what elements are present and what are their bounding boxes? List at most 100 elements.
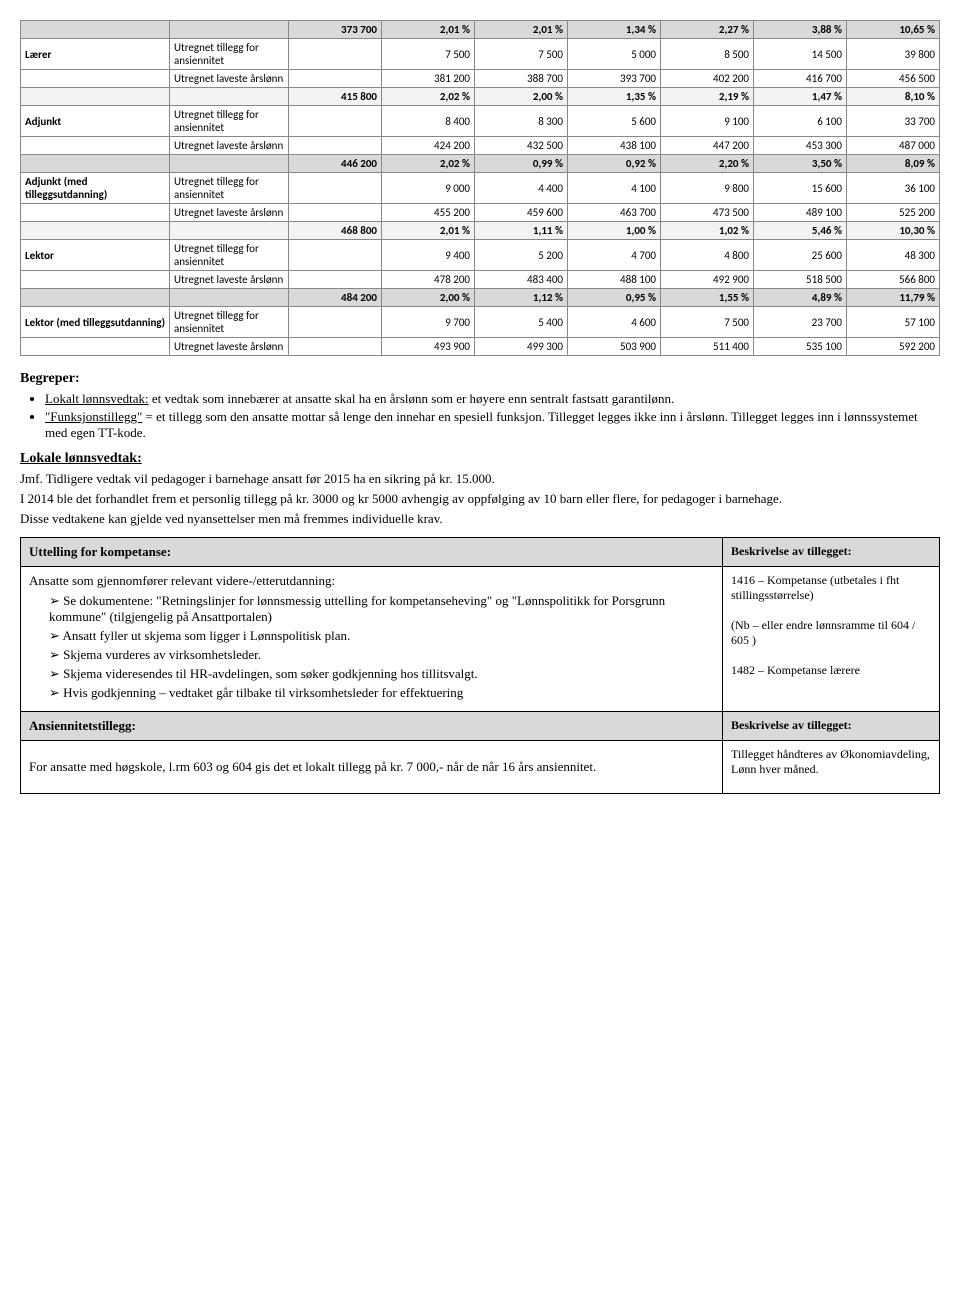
header-cell: 1,35 % [568, 88, 661, 106]
value-cell: 7 500 [661, 307, 754, 338]
comp-body1-list: Se dokumentene: "Retningslinjer for lønn… [49, 593, 714, 701]
value-cell: 381 200 [382, 70, 475, 88]
value-cell [289, 307, 382, 338]
value-cell: 5 000 [568, 39, 661, 70]
row-desc: Utregnet tillegg for ansiennitet [170, 106, 289, 137]
header-cell: 1,11 % [475, 222, 568, 240]
header-cell: 0,92 % [568, 155, 661, 173]
value-cell: 499 300 [475, 338, 568, 356]
value-cell: 48 300 [847, 240, 940, 271]
value-cell: 4 600 [568, 307, 661, 338]
category-label [21, 70, 170, 88]
header-cell: 4,89 % [754, 289, 847, 307]
value-cell: 432 500 [475, 137, 568, 155]
value-cell: 438 100 [568, 137, 661, 155]
category-label [21, 137, 170, 155]
header-cell: 2,00 % [382, 289, 475, 307]
comp-body1r: 1416 – Kompetanse (utbetales i fht still… [723, 567, 940, 712]
comp-body1: Ansatte som gjennomfører relevant videre… [21, 567, 723, 712]
value-cell: 402 200 [661, 70, 754, 88]
comp-list-item: Hvis godkjenning – vedtaket går tilbake … [49, 685, 714, 701]
value-cell: 483 400 [475, 271, 568, 289]
header-cell: 2,02 % [382, 88, 475, 106]
value-cell: 487 000 [847, 137, 940, 155]
value-cell: 511 400 [661, 338, 754, 356]
value-cell: 503 900 [568, 338, 661, 356]
comp-head1r: Beskrivelse av tillegget: [723, 538, 940, 567]
value-cell: 456 500 [847, 70, 940, 88]
comp-list-item: Skjema videresendes til HR-avdelingen, s… [49, 666, 714, 682]
value-cell: 473 500 [661, 204, 754, 222]
header-cell: 415 800 [289, 88, 382, 106]
value-cell: 493 900 [382, 338, 475, 356]
category-label: Lektor (med tilleggsutdanning) [21, 307, 170, 338]
row-desc: Utregnet laveste årslønn [170, 338, 289, 356]
comp-list-item: Ansatt fyller ut skjema som ligger i Løn… [49, 628, 714, 644]
header-cell [170, 155, 289, 173]
header-cell: 1,34 % [568, 21, 661, 39]
header-cell: 10,65 % [847, 21, 940, 39]
header-cell: 3,50 % [754, 155, 847, 173]
header-cell: 1,12 % [475, 289, 568, 307]
header-cell [170, 21, 289, 39]
value-cell: 388 700 [475, 70, 568, 88]
header-cell: 2,27 % [661, 21, 754, 39]
lokale-p1: Jmf. Tidligere vedtak vil pedagoger i ba… [20, 471, 940, 487]
value-cell [289, 137, 382, 155]
lokale-title: Lokale lønnsvedtak: [20, 451, 940, 467]
value-cell: 9 700 [382, 307, 475, 338]
begreper-item-0: Lokalt lønnsvedtak: et vedtak som innebæ… [45, 391, 940, 407]
header-cell: 468 800 [289, 222, 382, 240]
header-cell [170, 289, 289, 307]
value-cell: 25 600 [754, 240, 847, 271]
category-label: Adjunkt (med tilleggsutdanning) [21, 173, 170, 204]
begreper-title: Begreper: [20, 371, 940, 387]
value-cell: 6 100 [754, 106, 847, 137]
value-cell: 447 200 [661, 137, 754, 155]
category-label: Adjunkt [21, 106, 170, 137]
category-cell [21, 289, 170, 307]
value-cell [289, 240, 382, 271]
category-label: Lærer [21, 39, 170, 70]
value-cell: 4 800 [661, 240, 754, 271]
value-cell: 455 200 [382, 204, 475, 222]
row-desc: Utregnet tillegg for ansiennitet [170, 307, 289, 338]
header-cell: 1,47 % [754, 88, 847, 106]
header-cell: 5,46 % [754, 222, 847, 240]
header-cell: 8,09 % [847, 155, 940, 173]
header-cell: 446 200 [289, 155, 382, 173]
begreper-item-1: "Funksjonstillegg" = et tillegg som den … [45, 409, 940, 441]
header-cell: 1,02 % [661, 222, 754, 240]
comp-body1-intro: Ansatte som gjennomfører relevant videre… [29, 573, 335, 588]
value-cell: 4 700 [568, 240, 661, 271]
header-cell: 1,00 % [568, 222, 661, 240]
category-cell [21, 222, 170, 240]
value-cell: 9 100 [661, 106, 754, 137]
value-cell: 518 500 [754, 271, 847, 289]
row-desc: Utregnet laveste årslønn [170, 204, 289, 222]
value-cell [289, 271, 382, 289]
header-cell: 2,19 % [661, 88, 754, 106]
row-desc: Utregnet laveste årslønn [170, 271, 289, 289]
header-cell [170, 88, 289, 106]
category-label [21, 204, 170, 222]
category-label [21, 338, 170, 356]
value-cell: 489 100 [754, 204, 847, 222]
value-cell: 4 400 [475, 173, 568, 204]
row-desc: Utregnet tillegg for ansiennitet [170, 39, 289, 70]
row-desc: Utregnet laveste årslønn [170, 137, 289, 155]
value-cell: 9 800 [661, 173, 754, 204]
comp-list-item: Skjema vurderes av virksomhetsleder. [49, 647, 714, 663]
header-cell: 2,00 % [475, 88, 568, 106]
value-cell: 14 500 [754, 39, 847, 70]
value-cell: 478 200 [382, 271, 475, 289]
value-cell: 7 500 [382, 39, 475, 70]
category-label: Lektor [21, 240, 170, 271]
value-cell [289, 106, 382, 137]
header-cell: 2,01 % [382, 222, 475, 240]
category-cell [21, 88, 170, 106]
comp-body2r: Tillegget håndteres av Økonomiavdeling, … [723, 741, 940, 794]
value-cell: 5 200 [475, 240, 568, 271]
comp-head2: Ansiennitetstillegg: [21, 712, 723, 741]
salary-table: 373 7002,01 %2,01 %1,34 %2,27 %3,88 %10,… [20, 20, 940, 356]
